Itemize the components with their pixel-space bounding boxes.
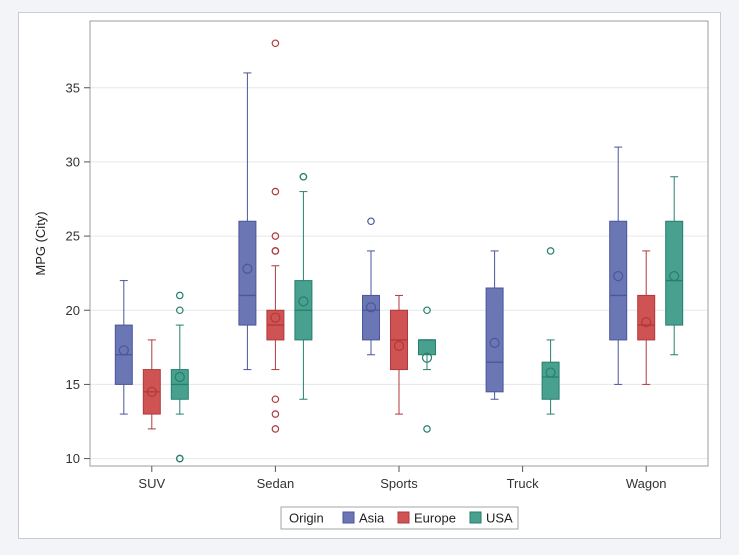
outlier-marker <box>299 172 308 181</box>
outlier-marker <box>176 291 184 300</box>
mean-marker <box>270 312 281 323</box>
legend-item-europe: Europe <box>397 511 456 526</box>
legend: Origin Asia Europe USA <box>280 506 519 530</box>
outlier-marker <box>271 410 280 418</box>
iqr-box <box>485 287 504 393</box>
outlier-marker <box>176 454 184 463</box>
boxes <box>114 39 684 463</box>
legend-label: Europe <box>414 511 456 526</box>
mean-marker <box>545 367 556 378</box>
legend-label: Asia <box>359 511 385 526</box>
gridlines <box>90 87 708 460</box>
legend-swatch <box>469 511 482 524</box>
legend-item-usa: USA <box>469 511 513 526</box>
mean-marker <box>641 317 652 328</box>
box-asia-sedan <box>238 72 257 371</box>
x-tick-label: Sedan <box>257 476 295 491</box>
y-tick-label: 20 <box>66 303 80 318</box>
y-tick-label: 30 <box>66 154 80 169</box>
iqr-box <box>665 220 684 326</box>
legend-item-asia: Asia <box>342 511 385 526</box>
box-europe-sports <box>390 294 408 415</box>
outlier-marker <box>271 425 280 433</box>
mean-marker <box>174 371 185 383</box>
y-axis: 10 15 20 25 30 35 <box>66 80 90 466</box>
y-tick-label: 25 <box>66 229 80 244</box>
x-tick-label: Wagon <box>626 476 667 491</box>
legend-swatch <box>397 511 410 524</box>
x-tick-label: Truck <box>507 476 540 491</box>
mean-marker <box>118 345 129 356</box>
box-asia-truck <box>485 250 504 400</box>
outlier-marker <box>423 306 431 315</box>
mean-marker <box>242 263 253 274</box>
outlier-marker <box>546 247 555 255</box>
y-tick-label: 10 <box>66 451 80 466</box>
box-europe-suv <box>142 339 161 430</box>
box-asia-sports <box>362 217 380 356</box>
outlier-marker <box>176 306 184 315</box>
mean-marker <box>393 340 405 351</box>
x-tick-label: SUV <box>138 476 165 491</box>
legend-title: Origin <box>289 511 324 526</box>
outlier-marker <box>367 217 375 226</box>
legend-swatch <box>342 511 355 524</box>
x-axis: SUV Sedan Sports Truck Wagon <box>138 466 667 491</box>
box-europe-sedan <box>266 39 285 433</box>
outlier-marker <box>271 395 280 404</box>
box-usa-wagon <box>665 176 684 356</box>
x-tick-label: Sports <box>380 476 418 491</box>
box-usa-suv <box>170 291 189 463</box>
box-asia-suv <box>114 280 133 415</box>
chart-frame <box>18 12 721 539</box>
y-tick-label: 35 <box>66 80 80 95</box>
box-usa-sedan <box>294 172 313 400</box>
mean-marker <box>421 352 433 363</box>
mean-marker <box>613 271 624 282</box>
outlier-marker <box>271 39 280 48</box>
mean-marker <box>365 302 377 313</box>
box-europe-wagon <box>637 250 656 385</box>
y-tick-label: 15 <box>66 377 80 392</box>
legend-label: USA <box>486 511 513 526</box>
iqr-box <box>362 294 380 341</box>
box-usa-truck <box>541 247 560 415</box>
y-axis-title: MPG (City) <box>33 211 48 275</box>
mean-marker <box>669 271 680 282</box>
outlier-marker <box>271 247 280 255</box>
mean-marker <box>489 337 500 348</box>
outlier-marker <box>271 232 280 240</box>
outlier-marker <box>423 425 431 433</box>
mean-marker <box>146 386 157 397</box>
box-asia-wagon <box>609 146 628 385</box>
mean-marker <box>298 296 309 307</box>
iqr-box <box>418 339 436 356</box>
outlier-marker <box>271 187 280 196</box>
box-usa-sports <box>418 306 436 433</box>
